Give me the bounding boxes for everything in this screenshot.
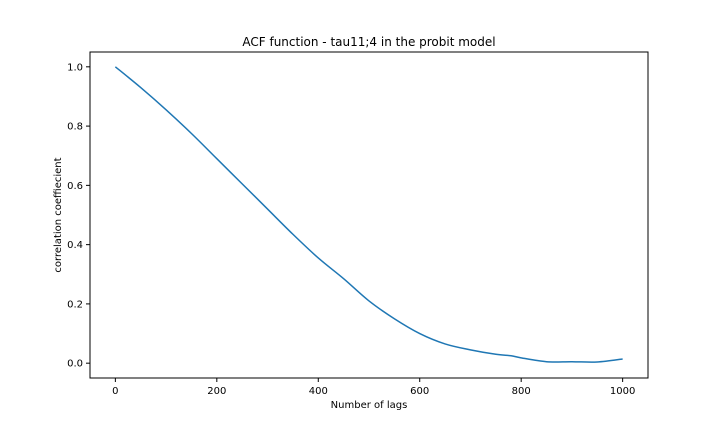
- y-tick-label: 0.6: [67, 181, 83, 192]
- x-tick-label: 600: [410, 386, 429, 397]
- x-tick-label: 800: [512, 386, 531, 397]
- x-tick-label: 400: [309, 386, 328, 397]
- y-tick-label: 0.2: [67, 299, 83, 310]
- y-tick-label: 0.8: [67, 122, 83, 133]
- plot-frame: [89, 51, 649, 379]
- y-tick-label: 0.4: [67, 240, 83, 251]
- y-tick-label: 0.0: [67, 359, 83, 370]
- chart-title: ACF function - tau11;4 in the probit mod…: [242, 35, 495, 49]
- acf-series-line: [114, 66, 623, 363]
- x-axis-label: Number of lags: [331, 400, 408, 411]
- y-tick-label: 1.0: [67, 62, 83, 73]
- x-tick-label: 200: [207, 386, 226, 397]
- x-tick-label: 1000: [610, 386, 635, 397]
- y-axis: 0.0 0.2 0.4 0.6 0.8 1.0: [67, 62, 90, 370]
- x-tick-label: 0: [112, 386, 118, 397]
- y-axis-label: correlation coeffiecient: [53, 157, 64, 272]
- x-axis: 0 200 400 600 800 1000: [112, 378, 635, 397]
